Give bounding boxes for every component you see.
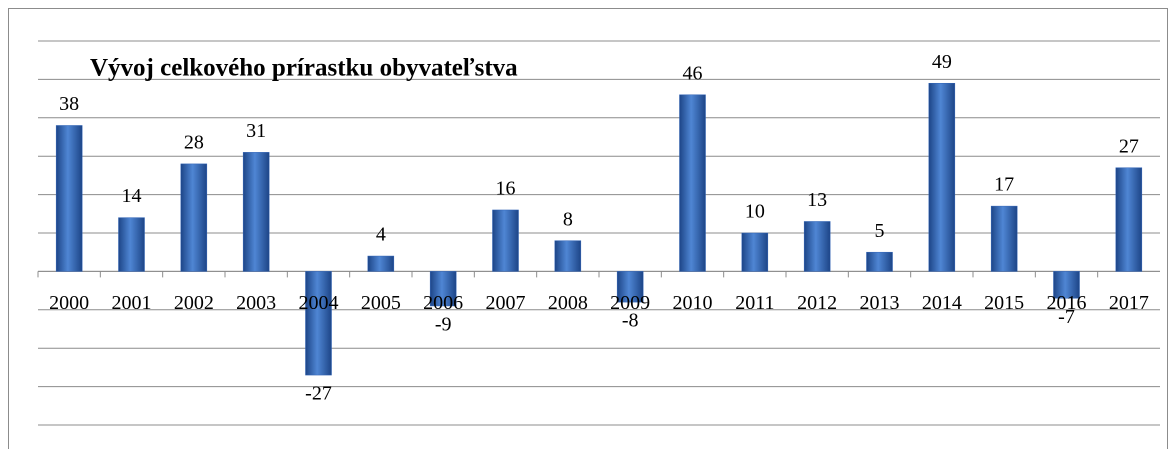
bar xyxy=(180,163,208,272)
bar xyxy=(55,125,83,272)
data-label: 4 xyxy=(376,224,386,246)
bar xyxy=(367,255,395,272)
x-tick-label: 2004 xyxy=(299,292,339,314)
labels: 382000142001282002312003-27200442005-920… xyxy=(49,51,1149,405)
data-label: 38 xyxy=(59,93,79,115)
data-label: 5 xyxy=(875,220,885,242)
bars xyxy=(55,82,1143,376)
x-tick-label: 2011 xyxy=(735,292,774,314)
grid xyxy=(37,40,1160,426)
x-tick-label: 2002 xyxy=(174,292,214,314)
bar xyxy=(928,82,956,272)
x-tick-label: 2009 xyxy=(610,292,650,314)
data-label: 46 xyxy=(683,62,703,84)
x-tick-label: 2005 xyxy=(361,292,401,314)
x-tick-label: 2014 xyxy=(922,292,962,314)
data-label: 8 xyxy=(563,208,573,230)
x-tick-label: 2013 xyxy=(860,292,900,314)
bar xyxy=(554,240,582,272)
data-label: 49 xyxy=(932,51,952,73)
chart-title: Vývoj celkového prírastku obyvateľstva xyxy=(90,55,518,82)
data-label: 14 xyxy=(122,185,142,207)
data-label: 31 xyxy=(246,120,266,142)
data-label: -27 xyxy=(305,383,332,405)
data-label: 17 xyxy=(994,174,1014,196)
bar xyxy=(616,271,644,303)
bar xyxy=(1115,167,1143,272)
x-tick-label: 2006 xyxy=(423,292,463,314)
bar xyxy=(990,205,1018,272)
bar xyxy=(1053,271,1080,299)
data-label: -8 xyxy=(622,310,639,332)
x-tick-label: 2001 xyxy=(112,292,152,314)
bar xyxy=(429,271,457,307)
x-tick-label: 2017 xyxy=(1109,292,1149,314)
x-tick-label: 2010 xyxy=(673,292,713,314)
bar xyxy=(866,251,893,272)
x-tick-label: 2016 xyxy=(1047,292,1087,314)
x-tick-label: 2012 xyxy=(797,292,837,314)
data-label: -7 xyxy=(1058,306,1075,328)
x-tick-label: 2007 xyxy=(486,292,526,314)
data-label: 16 xyxy=(496,178,516,200)
x-tick-label: 2000 xyxy=(49,292,89,314)
bar xyxy=(305,271,332,376)
data-label: -9 xyxy=(435,314,452,336)
data-label: 28 xyxy=(184,131,204,153)
data-label: 27 xyxy=(1119,135,1139,157)
data-label: 10 xyxy=(745,201,765,223)
bar xyxy=(679,94,706,272)
bar xyxy=(118,217,145,272)
data-label: 13 xyxy=(807,189,827,211)
x-tick-label: 2003 xyxy=(236,292,276,314)
bar xyxy=(741,232,769,272)
bar xyxy=(803,221,831,272)
x-tick-label: 2008 xyxy=(548,292,588,314)
x-tick-label: 2015 xyxy=(984,292,1024,314)
bar xyxy=(492,209,519,272)
bar xyxy=(242,152,270,272)
chart-frame xyxy=(8,8,1168,449)
